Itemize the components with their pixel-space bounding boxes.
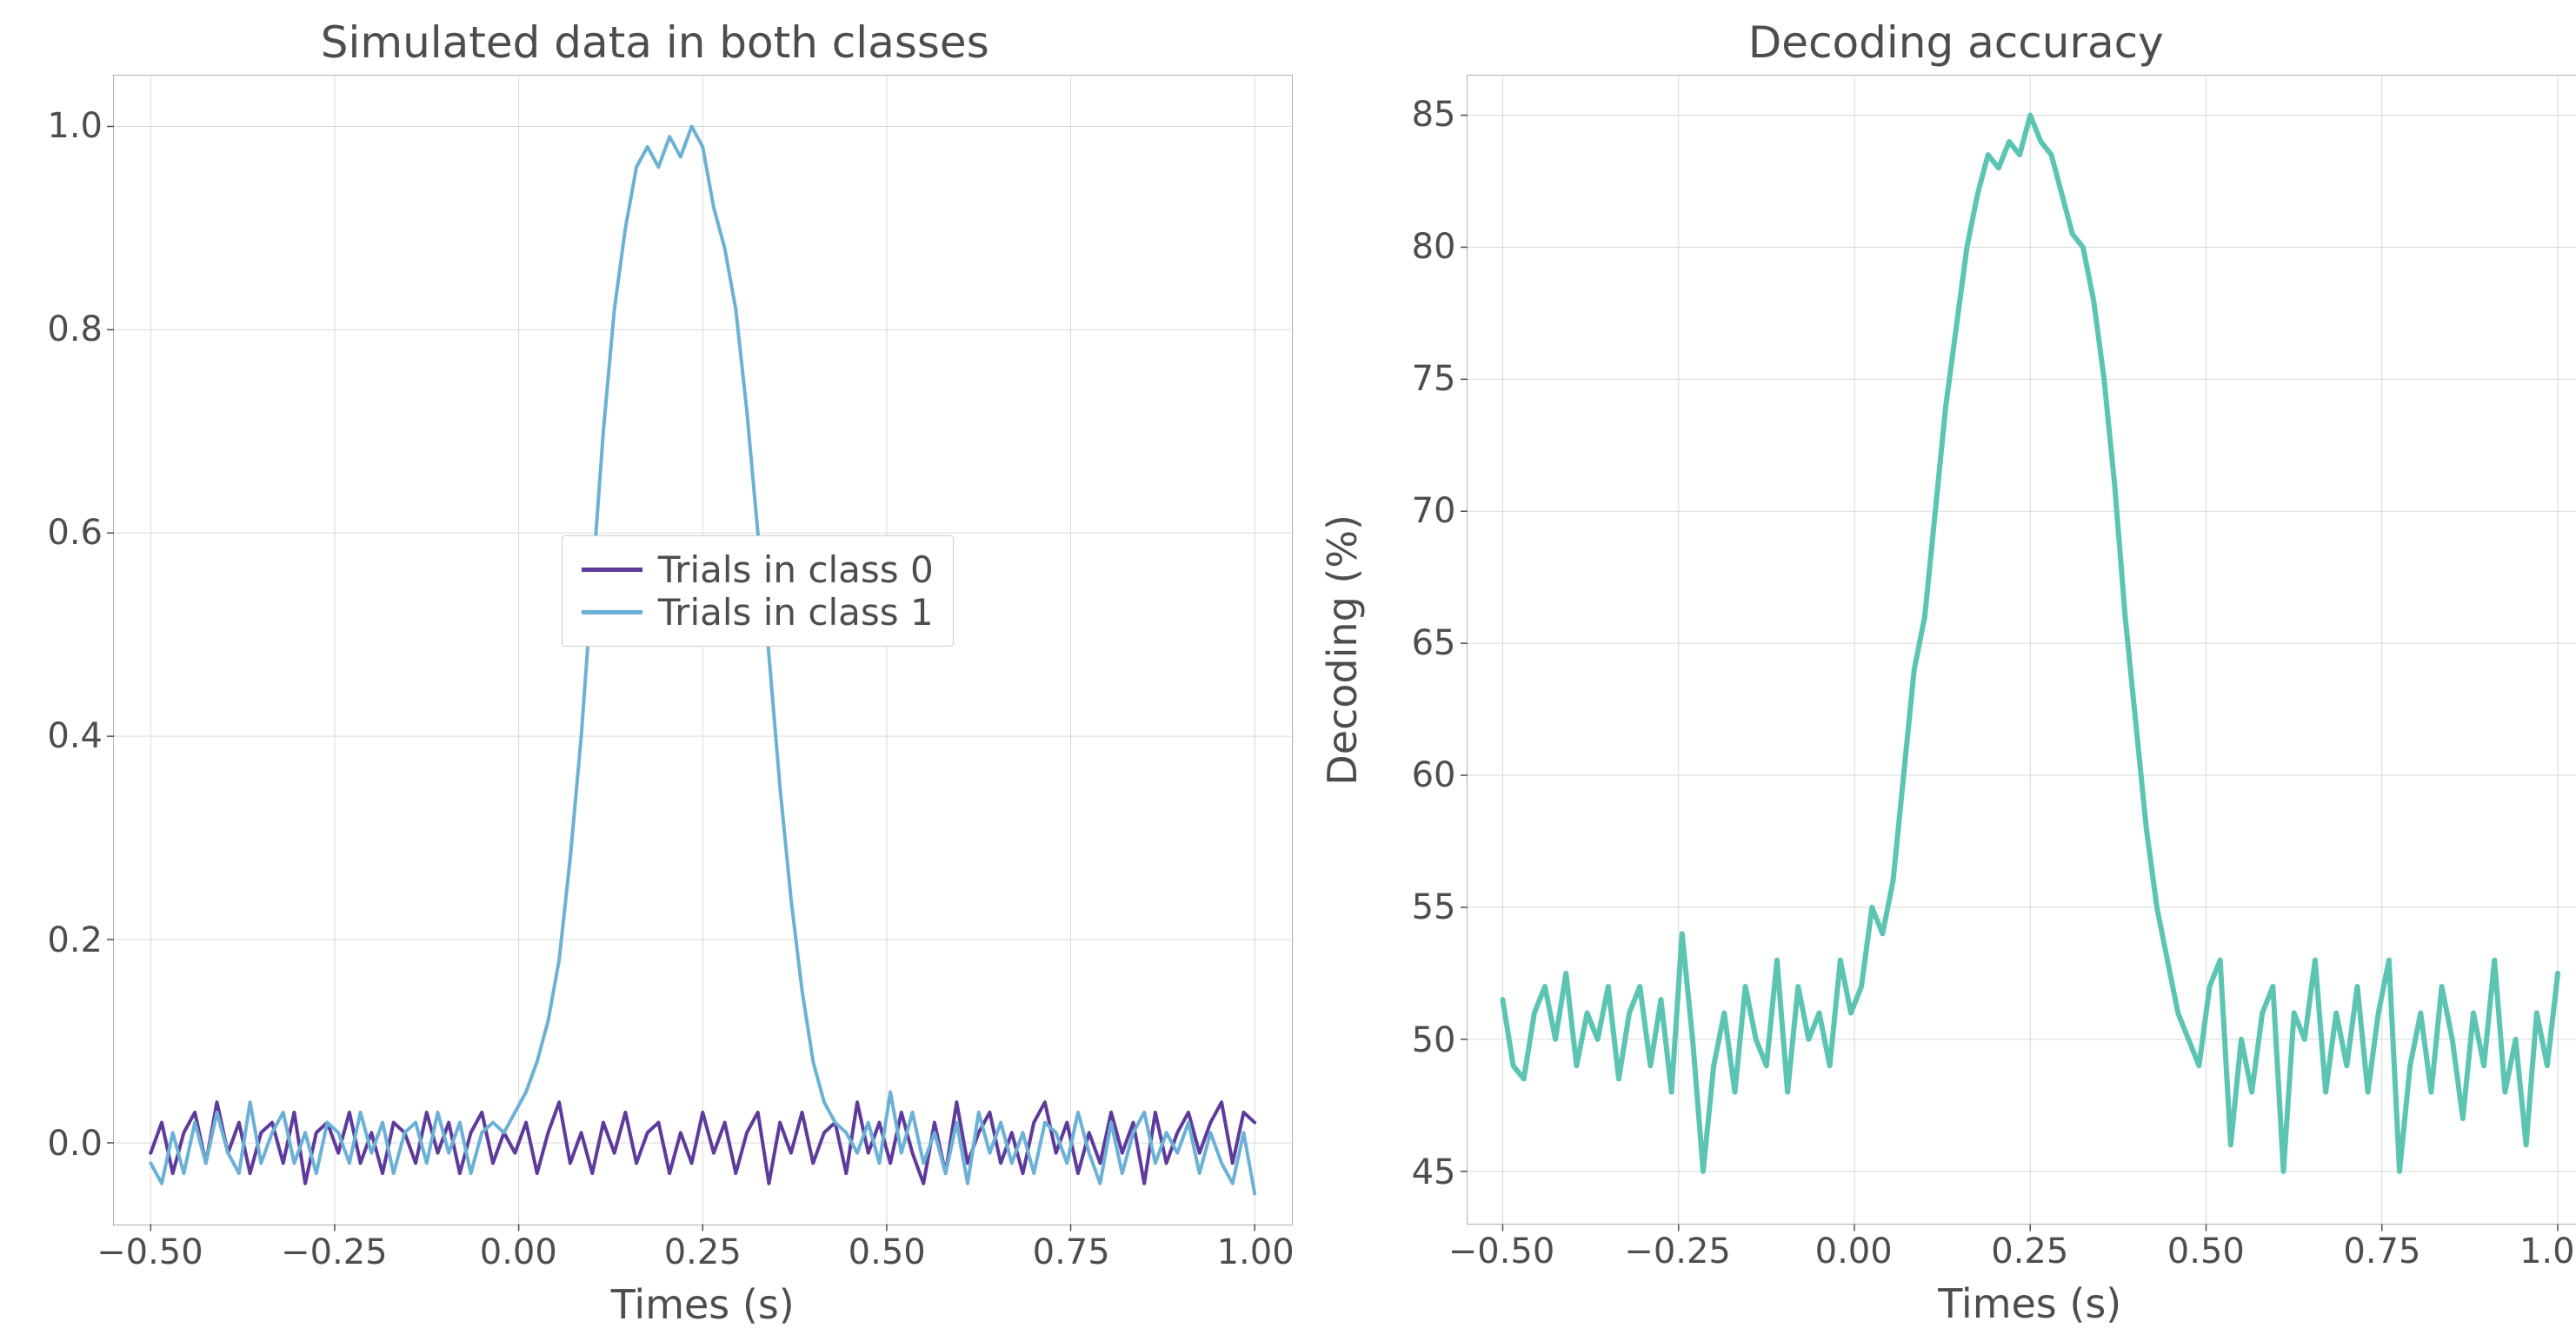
ylabel-right: Decoding (%) <box>1319 515 1366 786</box>
xtick-label: −0.50 <box>97 1232 203 1272</box>
legend-left: Trials in class 0Trials in class 1 <box>562 535 954 647</box>
ytick-label: 1.0 <box>47 109 103 143</box>
title-right: Decoding accuracy <box>1319 17 2576 68</box>
xtick-label: 0.00 <box>480 1232 557 1272</box>
legend-swatch <box>582 568 642 572</box>
plot-container-right: Decoding (%) 45 50 55 60 65 70 75 80 85 <box>1319 75 2576 1225</box>
legend-item: Trials in class 1 <box>582 591 934 634</box>
plot-area-right <box>1467 75 2576 1225</box>
xticks-right: −0.50−0.250.000.250.500.751.00 <box>1467 1232 2576 1275</box>
xtick-label: 0.75 <box>1033 1232 1110 1272</box>
ytick-label: 0.8 <box>47 312 103 347</box>
legend-label: Trials in class 0 <box>658 548 934 591</box>
xtick-label: 0.50 <box>2167 1232 2245 1272</box>
xtick-label: 0.00 <box>1815 1232 1893 1272</box>
xtick-label: 0.50 <box>849 1232 926 1272</box>
ytick-label: 50 <box>1412 1023 1456 1058</box>
xlabel-row-right: Times (s) <box>1319 1275 2576 1327</box>
legend-label: Trials in class 1 <box>658 591 934 634</box>
ytick-label: 0.2 <box>47 923 103 958</box>
subplot-left: Simulated data in both classes 0.0 0.2 0.4… <box>17 17 1293 1285</box>
xlabel-spacer-right <box>1319 1275 1467 1327</box>
xtick-label: 1.00 <box>2519 1232 2576 1272</box>
xtick-label: 0.25 <box>1991 1232 2068 1272</box>
xtick-label: 0.25 <box>664 1232 742 1272</box>
xticks-left: −0.50−0.250.000.250.500.751.00 <box>113 1232 1293 1276</box>
xtick-label: −0.25 <box>281 1232 388 1272</box>
legend-swatch <box>582 610 642 614</box>
plot-area-left: Trials in class 0Trials in class 1 <box>113 75 1293 1225</box>
ytick-label: 70 <box>1412 494 1456 528</box>
xaxis-left: −0.50 −0.25 0.00 0.25 0.50 0.75 1.00 <box>17 1232 1293 1276</box>
ytick-label: 65 <box>1412 626 1456 661</box>
xtick-label: −0.25 <box>1624 1232 1731 1272</box>
yticks-left: 0.0 0.2 0.4 0.6 0.8 1.0 <box>17 75 113 1225</box>
yaxis-right: Decoding (%) 45 50 55 60 65 70 75 80 85 <box>1319 75 1467 1225</box>
ytick-label: 0.6 <box>47 515 103 550</box>
yticks-right: 45 50 55 60 65 70 75 80 85 <box>1375 75 1467 1225</box>
ytick-label: 0.4 <box>47 719 103 754</box>
xtick-label: −0.50 <box>1448 1232 1555 1272</box>
legend-item: Trials in class 0 <box>582 548 934 591</box>
figure: Simulated data in both classes 0.0 0.2 0.4… <box>17 17 2576 1285</box>
ytick-label: 55 <box>1412 890 1456 925</box>
ytick-label: 75 <box>1412 362 1456 396</box>
xaxis-spacer-right <box>1319 1232 1467 1275</box>
yaxis-left: 0.0 0.2 0.4 0.6 0.8 1.0 <box>17 75 113 1225</box>
ytick-label: 60 <box>1412 758 1456 793</box>
ytick-label: 0.0 <box>47 1126 103 1161</box>
ytick-label: 85 <box>1412 97 1456 132</box>
xlabel-row-left: Times (s) <box>17 1276 1293 1328</box>
xaxis-right: −0.50 −0.25 0.00 0.25 0.50 0.75 1.00 <box>1319 1232 2576 1275</box>
xlabel-left: Times (s) <box>113 1281 1293 1328</box>
xlabel-right: Times (s) <box>1467 1280 2576 1327</box>
xtick-label: 1.00 <box>1217 1232 1295 1272</box>
ytick-label: 80 <box>1412 229 1456 264</box>
xtick-label: 0.75 <box>2343 1232 2420 1272</box>
plot-container-left: 0.0 0.2 0.4 0.6 0.8 1.0 Trials in class 0Tria… <box>17 75 1293 1225</box>
ytick-label: 45 <box>1412 1155 1456 1190</box>
subplot-right: Decoding accuracy Decoding (%) 45 50 55 60 6… <box>1319 17 2576 1285</box>
xlabel-spacer-left <box>17 1276 113 1328</box>
title-left: Simulated data in both classes <box>17 17 1293 68</box>
